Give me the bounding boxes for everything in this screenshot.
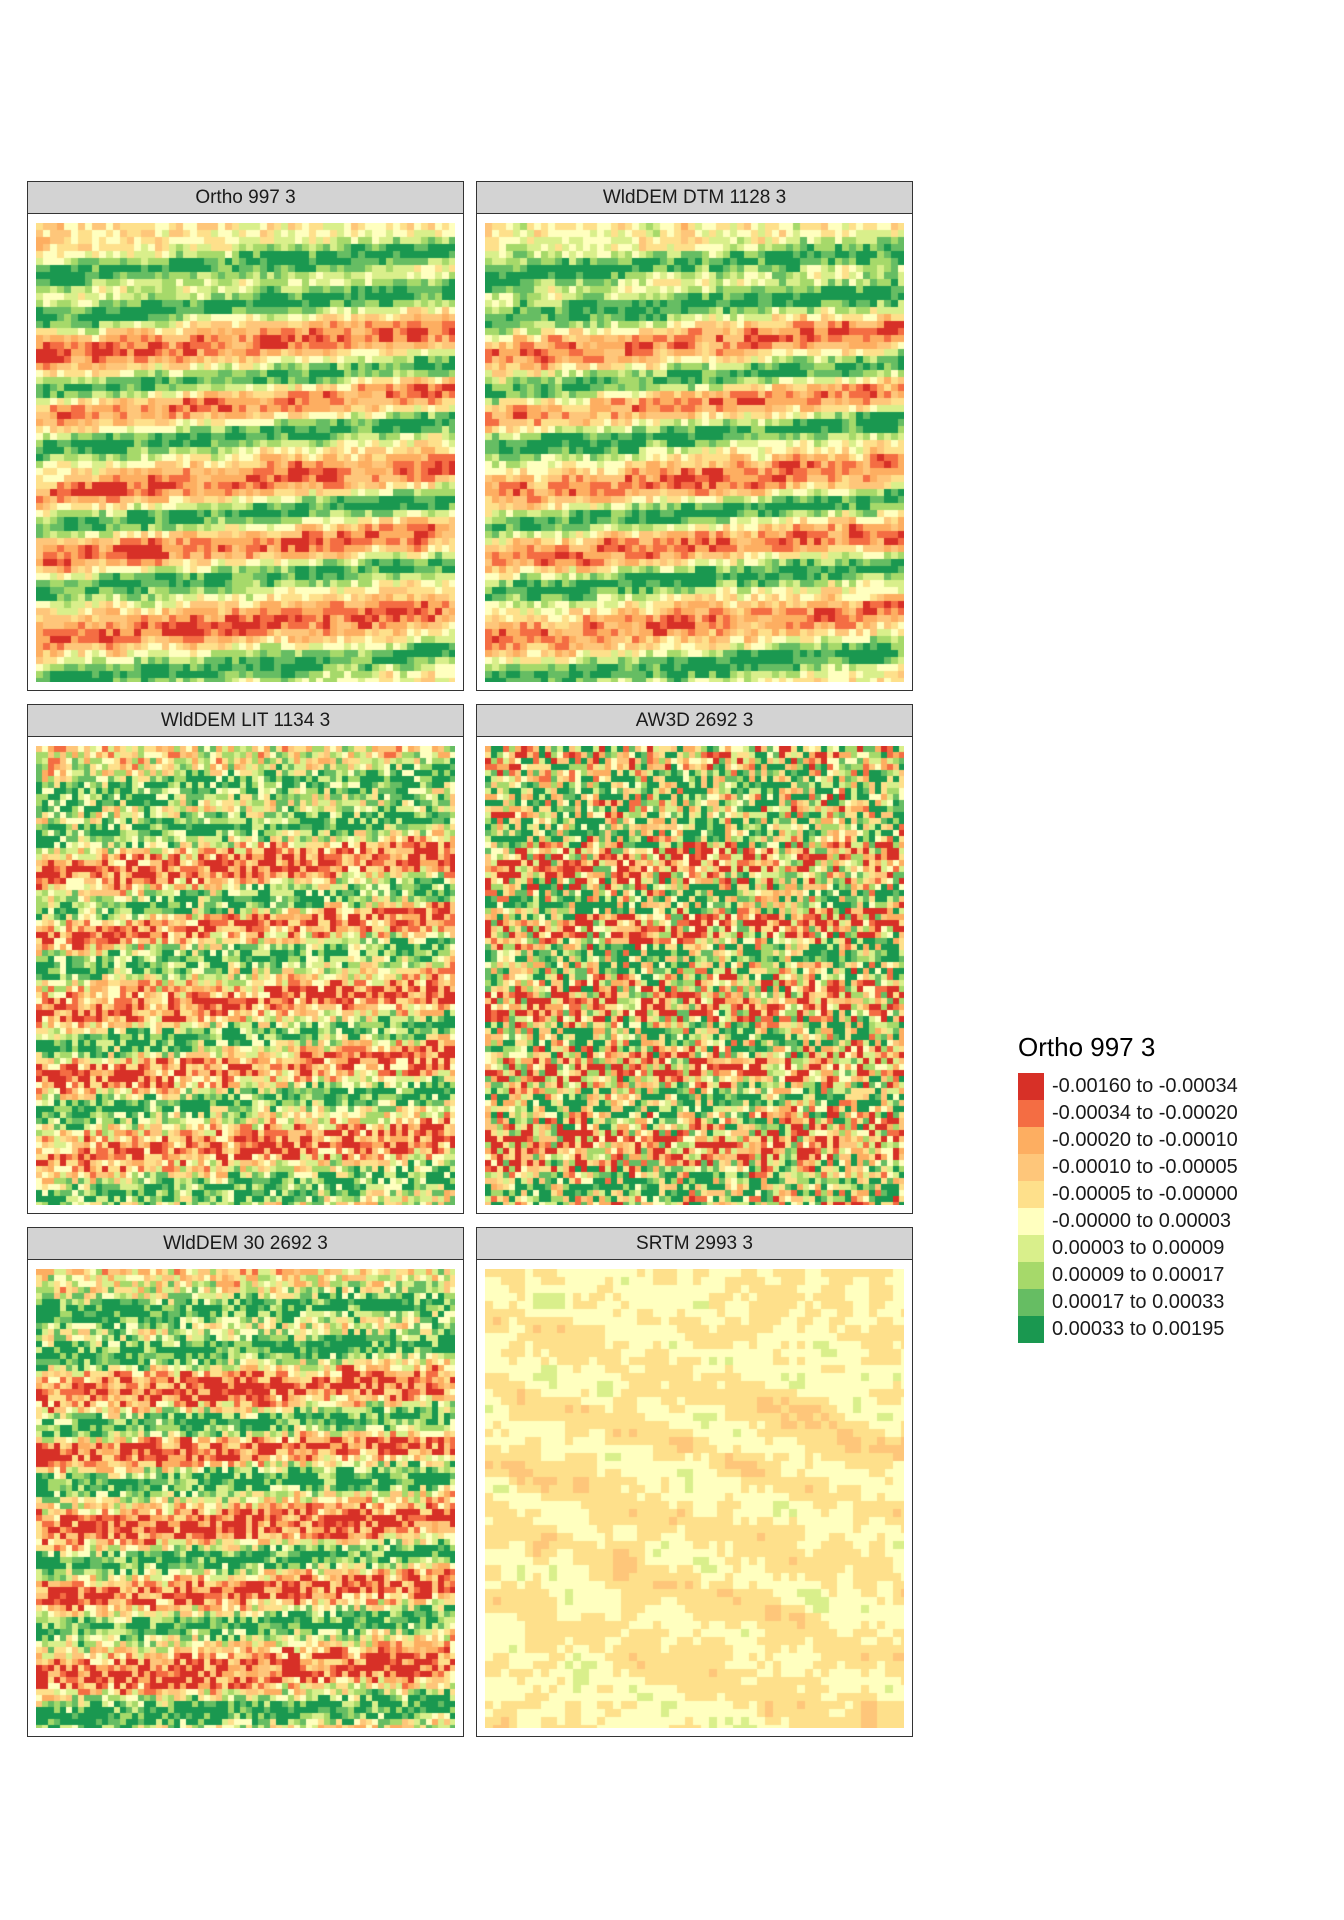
panel-wlddem-lit: WldDEM LIT 1134 3 [27,704,464,1214]
legend-label: 0.00033 to 0.00195 [1052,1318,1225,1340]
panel-wlddem-dtm: WldDEM DTM 1128 3 [476,181,913,691]
legend-label: -0.00010 to -0.00005 [1052,1156,1238,1178]
panel-title: WldDEM LIT 1134 3 [28,705,463,737]
legend-item: -0.00010 to -0.00005 [1018,1154,1238,1181]
legend: Ortho 997 3 -0.00160 to -0.00034 -0.00034… [1018,1032,1238,1343]
legend-item: -0.00160 to -0.00034 [1018,1073,1238,1100]
panel-title: WldDEM DTM 1128 3 [477,182,912,214]
legend-item: -0.00000 to 0.00003 [1018,1208,1238,1235]
legend-item: -0.00020 to -0.00010 [1018,1127,1238,1154]
legend-label: 0.00017 to 0.00033 [1052,1291,1225,1313]
panel-title: SRTM 2993 3 [477,1228,912,1260]
panel-title: Ortho 997 3 [28,182,463,214]
legend-rows: -0.00160 to -0.00034 -0.00034 to -0.00020… [1018,1073,1238,1343]
legend-label: -0.00020 to -0.00010 [1052,1129,1238,1151]
legend-item: -0.00005 to -0.00000 [1018,1181,1238,1208]
panel-srtm: SRTM 2993 3 [476,1227,913,1737]
panel-wlddem-30: WldDEM 30 2692 3 [27,1227,464,1737]
legend-swatch [1018,1235,1044,1262]
raster-map [36,1269,455,1728]
legend-label: 0.00009 to 0.00017 [1052,1264,1225,1286]
legend-swatch [1018,1154,1044,1181]
legend-swatch [1018,1262,1044,1289]
panel-ortho: Ortho 997 3 [27,181,464,691]
legend-label: -0.00034 to -0.00020 [1052,1102,1238,1124]
legend-label: -0.00000 to 0.00003 [1052,1210,1232,1232]
raster-map [36,746,455,1205]
legend-item: -0.00034 to -0.00020 [1018,1100,1238,1127]
legend-swatch [1018,1181,1044,1208]
legend-swatch [1018,1316,1044,1343]
panel-aw3d: AW3D 2692 3 [476,704,913,1214]
legend-label: 0.00003 to 0.00009 [1052,1237,1225,1259]
legend-item: 0.00017 to 0.00033 [1018,1289,1238,1316]
raster-map [485,1269,904,1728]
raster-map [485,223,904,682]
legend-swatch [1018,1073,1044,1100]
legend-item: 0.00033 to 0.00195 [1018,1316,1238,1343]
raster-map [485,746,904,1205]
legend-label: -0.00005 to -0.00000 [1052,1183,1238,1205]
raster-map [36,223,455,682]
legend-item: 0.00003 to 0.00009 [1018,1235,1238,1262]
legend-swatch [1018,1208,1044,1235]
legend-label: -0.00160 to -0.00034 [1052,1075,1238,1097]
panel-title: AW3D 2692 3 [477,705,912,737]
legend-title: Ortho 997 3 [1018,1032,1156,1062]
legend-swatch [1018,1127,1044,1154]
legend-item: 0.00009 to 0.00017 [1018,1262,1238,1289]
panel-title: WldDEM 30 2692 3 [28,1228,463,1260]
legend-swatch [1018,1100,1044,1127]
legend-swatch [1018,1289,1044,1316]
